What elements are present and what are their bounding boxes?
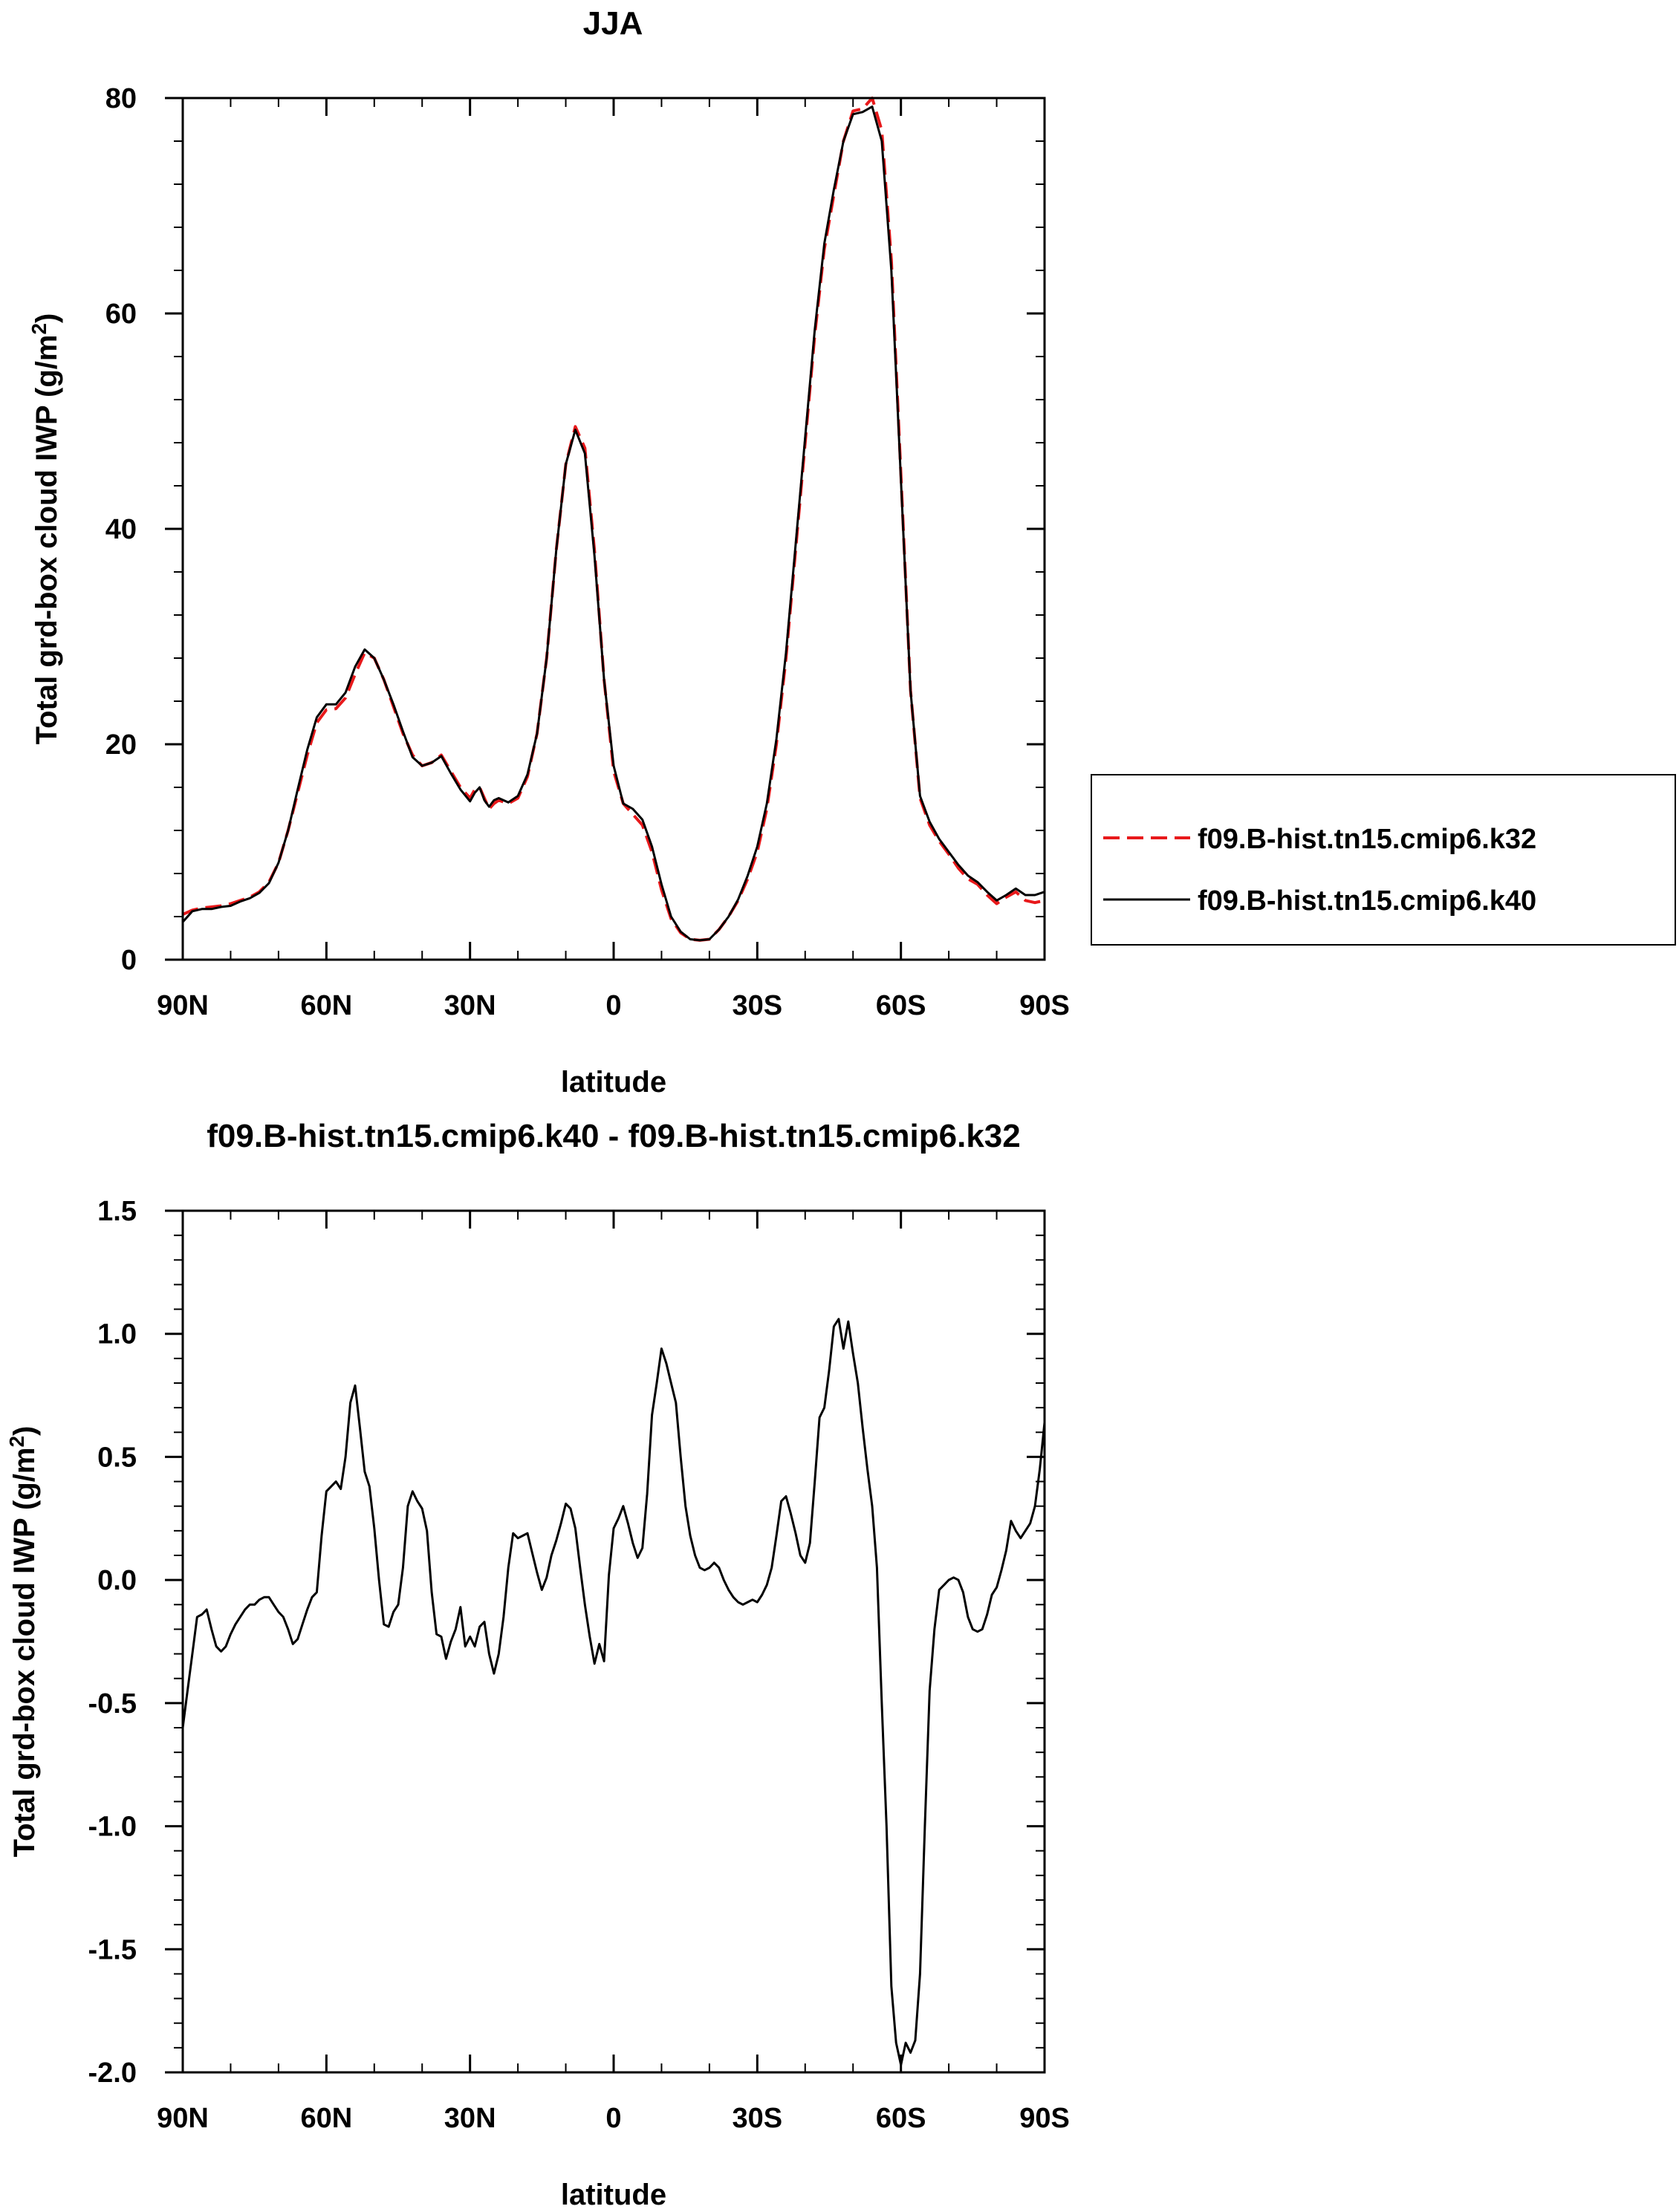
top-series-lines — [181, 97, 1045, 942]
bottom-line-chart: f09.B-hist.tn15.cmip6.k40 - f09.B-hist.t… — [5, 1118, 1070, 2211]
bottom-series-line-1 — [181, 1318, 1046, 2066]
top-axis-ticks — [165, 97, 1046, 961]
legend-box — [1091, 774, 1676, 946]
top-y-tick-labels: 0 20 40 60 80 — [105, 83, 137, 976]
bottom-y-tick-labels: -2.0 -1.5 -1.0 -0.5 0.0 0.5 1.0 1.5 — [88, 1196, 137, 2089]
bottom-series-lines — [181, 1318, 1046, 2066]
legend-label-k32: f09.B-hist.tn15.cmip6.k32 — [1198, 824, 1536, 855]
top-series-line-1 — [182, 97, 1045, 942]
top-x-tick-label: 90S — [1019, 990, 1070, 1021]
bottom-y-tick-label: 0.5 — [97, 1442, 137, 1473]
legend: f09.B-hist.tn15.cmip6.k32 f09.B-hist.tn1… — [1091, 774, 1676, 946]
bottom-x-tick-label: 30N — [444, 2103, 496, 2134]
bottom-y-tick-label: -0.5 — [88, 1688, 137, 1720]
top-x-tick-label: 30N — [444, 990, 496, 1021]
top-y-axis-title-superscript: 2 — [27, 323, 51, 335]
top-y-tick-label: 40 — [105, 514, 137, 545]
top-plot-frame — [181, 97, 1046, 961]
bottom-y-tick-label: -1.0 — [88, 1812, 137, 1843]
bottom-y-tick-label: 0.0 — [97, 1565, 137, 1596]
top-y-tick-label: 80 — [105, 83, 137, 114]
top-x-tick-labels: 90N 60N 30N 0 30S 60S 90S — [157, 990, 1070, 1021]
bottom-x-tick-label: 60N — [300, 2103, 352, 2134]
bottom-x-tick-label: 0 — [605, 2103, 621, 2134]
top-y-tick-label: 60 — [105, 299, 137, 330]
bottom-y-tick-label: -1.5 — [88, 1934, 137, 1965]
legend-label-k40: f09.B-hist.tn15.cmip6.k40 — [1198, 885, 1536, 917]
bottom-y-axis-title: Total grd-box cloud IWP (g/m2) — [5, 1426, 41, 1858]
bottom-x-tick-labels: 90N 60N 30N 0 30S 60S 90S — [157, 2103, 1070, 2134]
bottom-x-axis-title: latitude — [561, 2179, 666, 2211]
top-y-tick-label: 0 — [121, 945, 137, 976]
bottom-y-tick-label: -2.0 — [88, 2058, 137, 2089]
top-y-axis-title-main: Total grd-box cloud IWP (g/m — [30, 335, 63, 745]
bottom-chart-title: f09.B-hist.tn15.cmip6.k40 - f09.B-hist.t… — [207, 1118, 1021, 1154]
top-x-axis-title: latitude — [561, 1066, 666, 1099]
top-chart-title: JJA — [583, 5, 643, 42]
top-line-chart: JJA 90N 60N 30N 0 30S 60S 90S 0 20 40 60 80 latitu… — [27, 5, 1676, 1099]
top-x-tick-label: 0 — [605, 990, 621, 1021]
bottom-x-tick-label: 30S — [733, 2103, 783, 2134]
top-x-tick-label: 60N — [300, 990, 352, 1021]
bottom-y-axis-title-close: ) — [8, 1426, 41, 1436]
bottom-plot-frame — [181, 1209, 1046, 2074]
bottom-x-tick-label: 90S — [1019, 2103, 1070, 2134]
bottom-x-tick-label: 90N — [157, 2103, 209, 2134]
bottom-x-tick-label: 60S — [876, 2103, 926, 2134]
bottom-y-tick-label: 1.0 — [97, 1319, 137, 1350]
top-x-tick-label: 90N — [157, 990, 209, 1021]
top-y-tick-label: 20 — [105, 729, 137, 761]
bottom-y-tick-label: 1.5 — [97, 1196, 137, 1227]
top-x-tick-label: 30S — [733, 990, 783, 1021]
top-y-axis-title-close: ) — [30, 313, 63, 323]
top-y-axis-title: Total grd-box cloud IWP (g/m2) — [27, 313, 63, 745]
top-x-tick-label: 60S — [876, 990, 926, 1021]
bottom-y-axis-title-main: Total grd-box cloud IWP (g/m — [8, 1448, 41, 1858]
top-series-line-2 — [181, 105, 1045, 942]
bottom-y-axis-title-superscript: 2 — [5, 1436, 28, 1448]
